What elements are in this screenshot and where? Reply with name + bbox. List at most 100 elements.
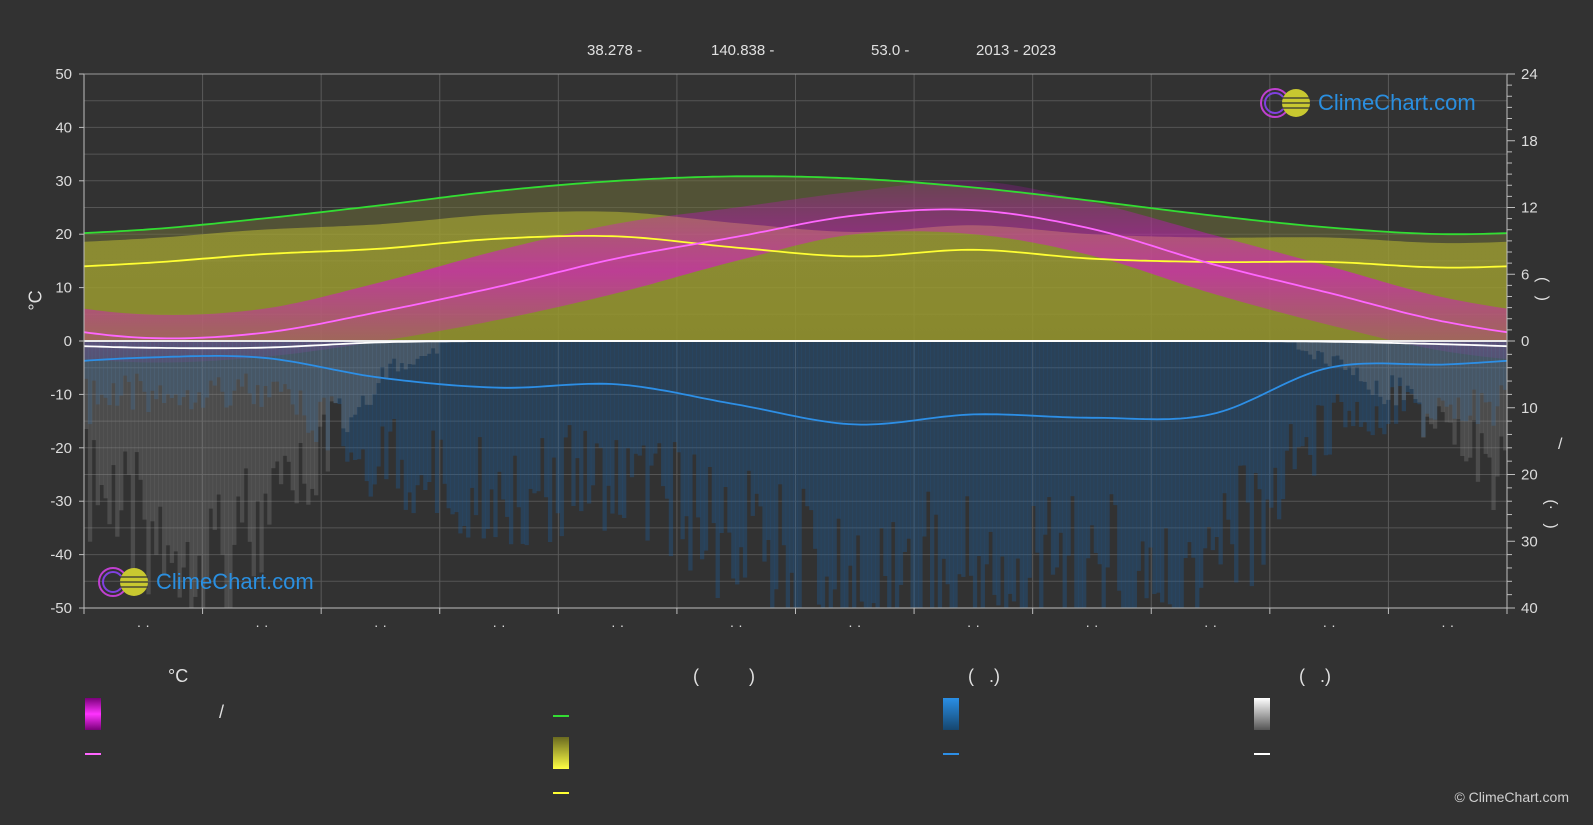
climechart-logo-bottom[interactable]: ClimeChart.com: [96, 565, 314, 599]
rain-bar: [368, 341, 373, 497]
rain-bar: [302, 341, 307, 416]
rain-bar: [434, 341, 440, 513]
snow-bar: [84, 341, 89, 429]
rain-bar: [758, 341, 763, 507]
rain-bar: [1191, 341, 1196, 558]
logo-text: ClimeChart.com: [1318, 90, 1476, 115]
snow-bar: [1343, 341, 1348, 370]
legend-heading-snow: ( .): [1299, 666, 1331, 686]
legend-swatch-temp-range: [85, 698, 101, 730]
rain-bar: [1093, 341, 1099, 553]
rain-bar: [1004, 341, 1009, 608]
snow-bar: [306, 341, 311, 505]
rain-bar: [310, 341, 315, 431]
rain-bar: [1167, 341, 1173, 605]
snow-bar: [228, 341, 233, 608]
snow-bar: [1471, 341, 1477, 421]
daylight-line: [83, 175, 1508, 236]
y-tick-label-right-bottom: 10: [1521, 400, 1538, 417]
rain-bar: [200, 341, 206, 408]
snow-bar: [1323, 341, 1329, 364]
rain-bar: [816, 341, 822, 605]
snow-bar: [391, 341, 397, 359]
rain-bar: [1007, 341, 1013, 594]
rain-bar: [551, 341, 557, 458]
snow-bar: [271, 341, 276, 469]
rain-bar: [910, 341, 915, 608]
rain-bar: [867, 341, 872, 608]
rain-bar: [177, 341, 182, 406]
snow-bar: [95, 341, 100, 506]
y-tick-label-left: 20: [55, 226, 72, 243]
snow-bar: [1425, 341, 1430, 417]
rain-bar: [216, 341, 221, 378]
rain-bar: [1202, 341, 1208, 549]
rain-bar: [1148, 341, 1153, 548]
rain-bar: [337, 341, 342, 404]
rain-bar: [1471, 341, 1477, 390]
rain-bar: [875, 341, 880, 608]
rain-bar: [1136, 341, 1141, 571]
climechart-logo-top[interactable]: ClimeChart.com: [1258, 86, 1476, 120]
rain-bar: [840, 341, 845, 608]
snow-bar: [1335, 341, 1340, 356]
rain-bar: [1393, 341, 1399, 424]
snow-bar: [1495, 341, 1500, 477]
rain-bar: [933, 341, 939, 515]
snow-bar: [282, 341, 288, 456]
rain-bar: [727, 341, 732, 533]
snow-bar: [1358, 341, 1364, 382]
snow-bar: [236, 341, 241, 497]
rain-bar: [887, 341, 892, 608]
rain-bar: [774, 341, 779, 590]
y-tick-label-left: 30: [55, 173, 72, 190]
snow-bar: [430, 341, 436, 349]
rain-bar: [801, 341, 806, 489]
rain-bar: [298, 341, 303, 391]
rain-bar: [996, 341, 1001, 606]
rain-bar: [715, 341, 720, 598]
rain-bar: [1366, 341, 1371, 432]
snow-bar: [115, 341, 120, 537]
rain-bar: [820, 341, 826, 608]
snow-bar: [290, 341, 295, 491]
snow-bar: [1362, 341, 1368, 382]
rain-bar: [1292, 341, 1297, 470]
rain-bar: [427, 341, 432, 482]
rain-bar: [130, 341, 136, 410]
rain-bar: [411, 341, 416, 514]
rain-bar: [1440, 341, 1446, 401]
rain-bar: [278, 341, 284, 392]
right-axis-label-bottom-2: (· ): [1542, 499, 1560, 529]
x-tick-label: · ·: [1085, 617, 1098, 633]
rain-bar: [430, 341, 436, 431]
snow-bar: [1319, 341, 1325, 353]
rain-bar: [450, 341, 455, 515]
rain-bar: [980, 341, 985, 608]
climechart-logo-icon: [98, 567, 148, 597]
rain-bar: [731, 341, 736, 579]
rain-bar: [957, 341, 962, 575]
rain-bar: [1483, 341, 1488, 403]
snow-bar: [419, 341, 424, 356]
rain-bar: [618, 341, 623, 515]
snow-bar: [251, 341, 256, 577]
rain-bar: [290, 341, 295, 405]
y-tick-label-right-top: 0: [1521, 333, 1529, 350]
snow-bar: [119, 341, 124, 511]
y-tick-label-left: -30: [50, 493, 72, 510]
rain-bar: [1347, 341, 1352, 411]
rain-bar: [1257, 341, 1262, 490]
rain-bar: [824, 341, 830, 577]
rain-bar: [1284, 341, 1290, 451]
rain-bar: [863, 341, 869, 608]
snow-bar: [1327, 341, 1332, 367]
snow-bar: [1436, 341, 1442, 407]
rain-bar: [1245, 341, 1251, 503]
rain-bar: [251, 341, 256, 405]
snow-bar: [384, 341, 389, 380]
rain-bar: [1050, 341, 1056, 575]
rain-bar: [501, 341, 506, 500]
snow-bar: [150, 341, 155, 522]
rain-bar: [1343, 341, 1348, 428]
